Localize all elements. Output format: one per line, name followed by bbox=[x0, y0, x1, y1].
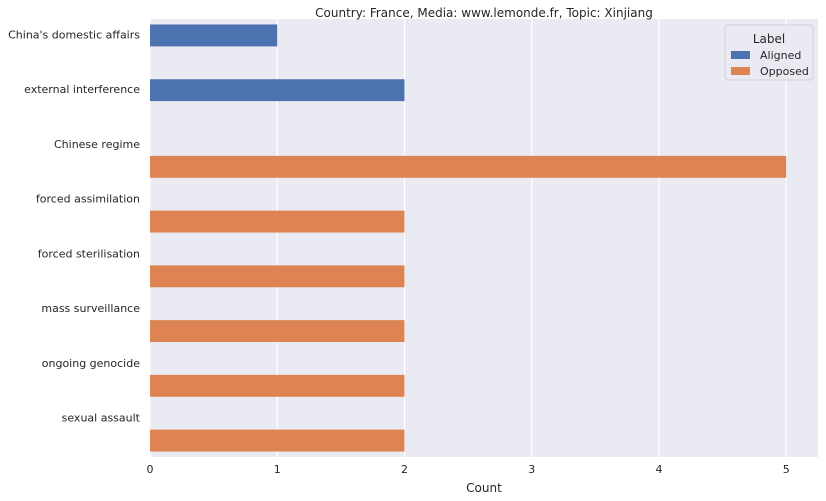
legend-swatch-opposed bbox=[731, 67, 750, 75]
bar-opposed bbox=[150, 265, 405, 288]
y-tick-label: Chinese regime bbox=[54, 138, 140, 151]
y-tick-label: ongoing genocide bbox=[42, 357, 140, 370]
y-tick-label: external interference bbox=[24, 83, 140, 96]
x-tick-label: 4 bbox=[655, 463, 662, 476]
bar-opposed bbox=[150, 374, 405, 397]
bar-aligned bbox=[150, 79, 405, 102]
y-tick-label: forced assimilation bbox=[36, 193, 140, 206]
y-tick-label: forced sterilisation bbox=[38, 247, 140, 260]
bars bbox=[150, 24, 787, 452]
x-tick-labels: 0 1 2 3 4 5 bbox=[147, 463, 790, 476]
bar-opposed bbox=[150, 210, 405, 233]
chart-title: Country: France, Media: www.lemonde.fr, … bbox=[315, 6, 653, 20]
y-tick-label: mass surveillance bbox=[41, 302, 140, 315]
legend-label-opposed: Opposed bbox=[760, 65, 809, 78]
legend-swatch-aligned bbox=[731, 51, 750, 59]
legend-label-aligned: Aligned bbox=[760, 49, 801, 62]
legend-title: Label bbox=[753, 32, 785, 46]
y-tick-label: sexual assault bbox=[62, 412, 141, 425]
x-tick-label: 0 bbox=[147, 463, 154, 476]
x-tick-label: 5 bbox=[783, 463, 790, 476]
bar-aligned bbox=[150, 24, 278, 47]
x-tick-label: 2 bbox=[401, 463, 408, 476]
bar-opposed bbox=[150, 320, 405, 343]
bar-opposed bbox=[150, 429, 405, 452]
x-tick-label: 3 bbox=[528, 463, 535, 476]
legend-box bbox=[724, 24, 814, 81]
y-tick-labels: China's domestic affairs external interfe… bbox=[8, 28, 141, 424]
y-tick-label: China's domestic affairs bbox=[8, 28, 140, 41]
bar-opposed bbox=[150, 155, 787, 178]
legend: Label Aligned Opposed bbox=[724, 24, 814, 81]
x-axis-label: Count bbox=[466, 481, 502, 495]
x-tick-label: 1 bbox=[274, 463, 281, 476]
